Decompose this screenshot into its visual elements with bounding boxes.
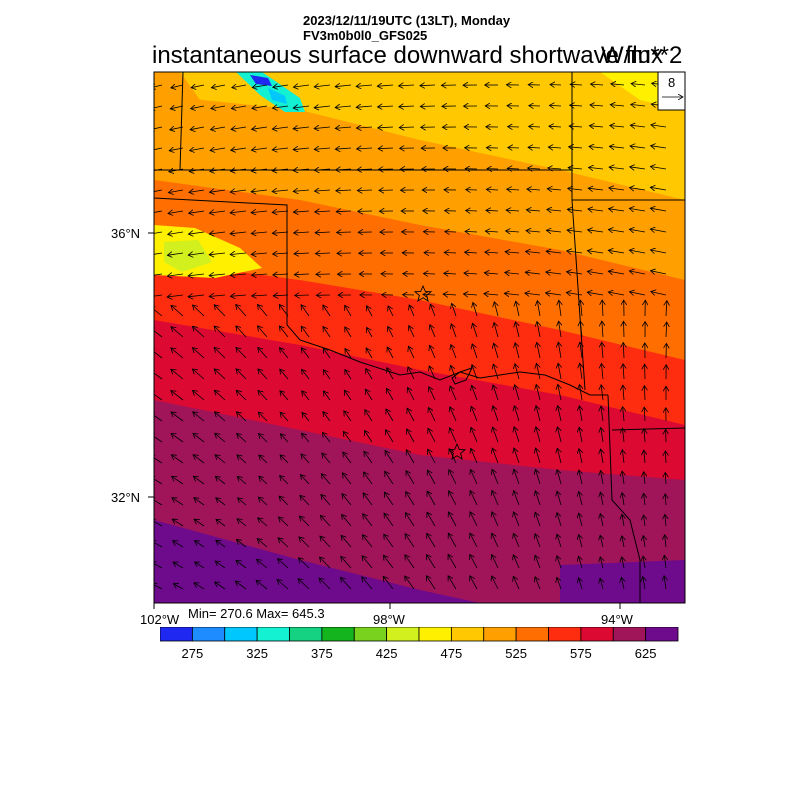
colorbar-label: 525 [505,646,527,661]
colorbar-swatch [321,627,355,642]
colorbar-swatch [515,627,549,642]
colorbar [160,627,679,642]
lon-tick-94w: 94°W [601,612,633,627]
units-label: W/m**2 [601,42,683,69]
colorbar-swatch [548,627,582,642]
min-max-stats: Min= 270.6 Max= 645.3 [188,606,325,621]
model-run-label: FV3m0b0l0_GFS025 [303,28,428,43]
shortwave-flux-field [154,72,685,603]
wind-vectors [154,83,667,590]
colorbar-swatch [418,627,452,642]
colorbar-swatch [386,627,420,642]
colorbar-label: 425 [375,646,398,661]
map-frame [153,71,686,604]
colorbar-swatch [289,627,323,642]
colorbar-label: 325 [246,646,268,661]
colorbar-swatch [353,627,388,642]
colorbar-label: 475 [440,646,463,661]
lat-tick-36n: 36°N [111,226,141,241]
city-marker-north [413,284,433,302]
colorbar-swatch [256,627,290,642]
city-markers [413,284,467,460]
colorbar-swatch [580,627,614,642]
colorbar-swatch [160,627,193,642]
colorbar-label: 375 [311,646,333,661]
state-borders [154,72,685,603]
colorbar-swatch [450,627,485,642]
colorbar-label: 575 [570,646,592,661]
colorbar-label: 625 [634,646,657,661]
valid-time: 2023/12/11/19UTC (13LT), Monday [303,13,511,28]
colorbar-swatch [645,627,679,642]
lon-tick-98w: 98°W [373,612,405,627]
vector-reference-box [657,71,686,111]
colorbar-swatch [191,627,226,642]
colorbar-swatch [612,627,647,642]
lat-tick-32n: 32°N [111,490,141,505]
city-marker-south [447,442,467,460]
axis-ticks [148,232,621,609]
lon-tick-102w: 102°W [140,612,180,627]
vector-reference-value: 8 [668,75,676,90]
colorbar-swatch [483,627,517,642]
colorbar-swatch [224,627,258,642]
map-title: instantaneous surface downward shortwave… [152,42,663,69]
colorbar-label: 275 [181,646,204,661]
